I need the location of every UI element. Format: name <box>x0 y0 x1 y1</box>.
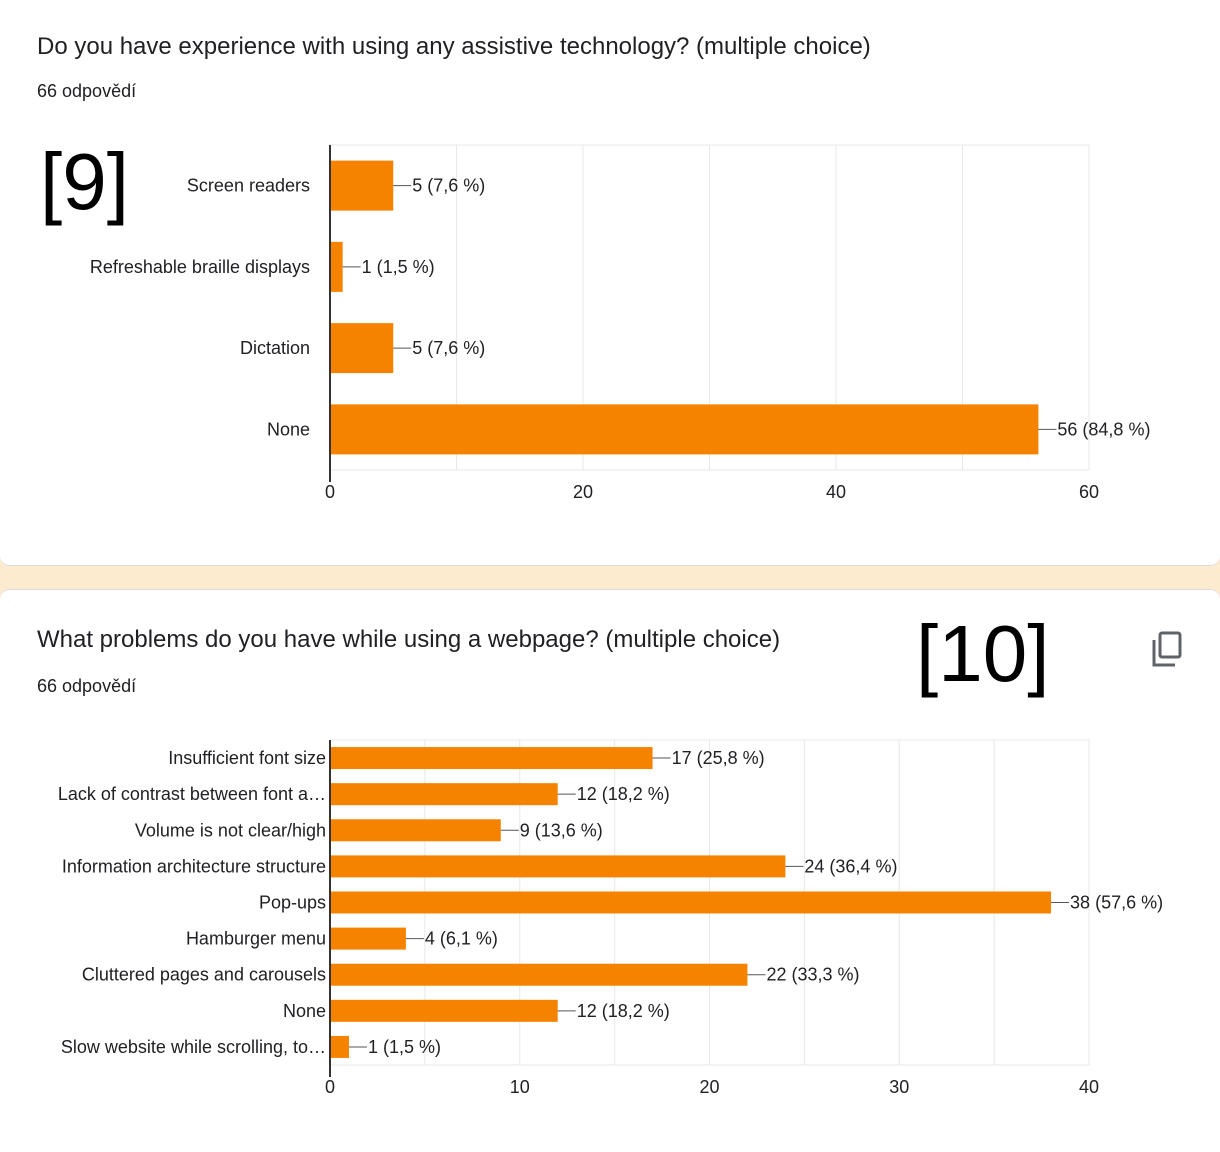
data-label: 56 (84,8 %) <box>1057 419 1150 439</box>
category-label: Hamburger menu <box>186 929 326 949</box>
x-tick-label: 0 <box>325 482 335 502</box>
bar-3 <box>330 404 1039 455</box>
bar-0 <box>330 747 653 770</box>
chart-title: Do you have experience with using any as… <box>37 33 871 60</box>
bar-6 <box>330 963 748 986</box>
data-label: 12 (18,2 %) <box>577 1001 670 1021</box>
response-count: 66 odpovědí <box>37 81 137 101</box>
category-label: Information architecture structure <box>62 856 326 876</box>
data-label: 5 (7,6 %) <box>412 338 485 358</box>
data-label: 1 (1,5 %) <box>368 1037 441 1057</box>
x-tick-label: 20 <box>573 482 593 502</box>
bar-7 <box>330 999 558 1022</box>
bar-2 <box>330 323 394 374</box>
x-tick-label: 60 <box>1079 482 1099 502</box>
data-label: 24 (36,4 %) <box>804 856 897 876</box>
bar-4 <box>330 891 1052 914</box>
data-label: 12 (18,2 %) <box>577 784 670 804</box>
category-label: None <box>267 419 310 439</box>
bar-chart-webpage-problems: 0 10 20 30 40 Insufficient font size 17 (25,8 … <box>58 739 1163 1097</box>
data-label: 4 (6,1 %) <box>425 929 498 949</box>
category-label: Insufficient font size <box>168 748 326 768</box>
x-tick-label: 30 <box>889 1077 909 1097</box>
category-label: Refreshable braille displays <box>90 257 310 277</box>
x-tick-label: 40 <box>1079 1077 1099 1097</box>
x-tick-label: 40 <box>826 482 846 502</box>
bar-3 <box>330 855 786 878</box>
chart-card-webpage-problems: What problems do you have while using a … <box>0 589 1220 1152</box>
x-tick-label: 20 <box>699 1077 719 1097</box>
bar-5 <box>330 927 406 950</box>
category-label: Pop-ups <box>259 893 326 913</box>
data-label: 22 (33,3 %) <box>766 965 859 985</box>
category-label: Slow website while scrolling, to… <box>61 1037 326 1057</box>
chart-card-assistive-technology: Do you have experience with using any as… <box>0 0 1220 566</box>
chart-title: What problems do you have while using a … <box>37 626 781 653</box>
category-label: Volume is not clear/high <box>135 820 326 840</box>
bar-chart-assistive-technology: 0 20 40 60 Screen readers 5 (7,6 %) Refreshabl… <box>90 144 1150 502</box>
bar-1 <box>330 241 343 292</box>
data-label: 17 (25,8 %) <box>672 748 765 768</box>
copy-chart-button[interactable] <box>1150 630 1184 675</box>
x-tick-label: 0 <box>325 1077 335 1097</box>
bar-8 <box>330 1035 349 1058</box>
annotation-marker: [10] <box>916 609 1050 698</box>
bar-1 <box>330 783 558 806</box>
category-label: Cluttered pages and carousels <box>82 965 326 985</box>
bar-2 <box>330 819 501 842</box>
bar-0 <box>330 160 394 211</box>
category-label: Screen readers <box>187 176 310 196</box>
x-tick-label: 10 <box>510 1077 530 1097</box>
category-label: None <box>283 1001 326 1021</box>
data-label: 1 (1,5 %) <box>362 257 435 277</box>
copy-icon <box>1152 631 1182 667</box>
category-label: Dictation <box>240 338 310 358</box>
data-label: 38 (57,6 %) <box>1070 893 1163 913</box>
annotation-marker: [9] <box>40 137 129 226</box>
data-label: 9 (13,6 %) <box>520 820 603 840</box>
data-label: 5 (7,6 %) <box>412 176 485 196</box>
category-label: Lack of contrast between font a… <box>58 784 326 804</box>
response-count: 66 odpovědí <box>37 676 137 696</box>
